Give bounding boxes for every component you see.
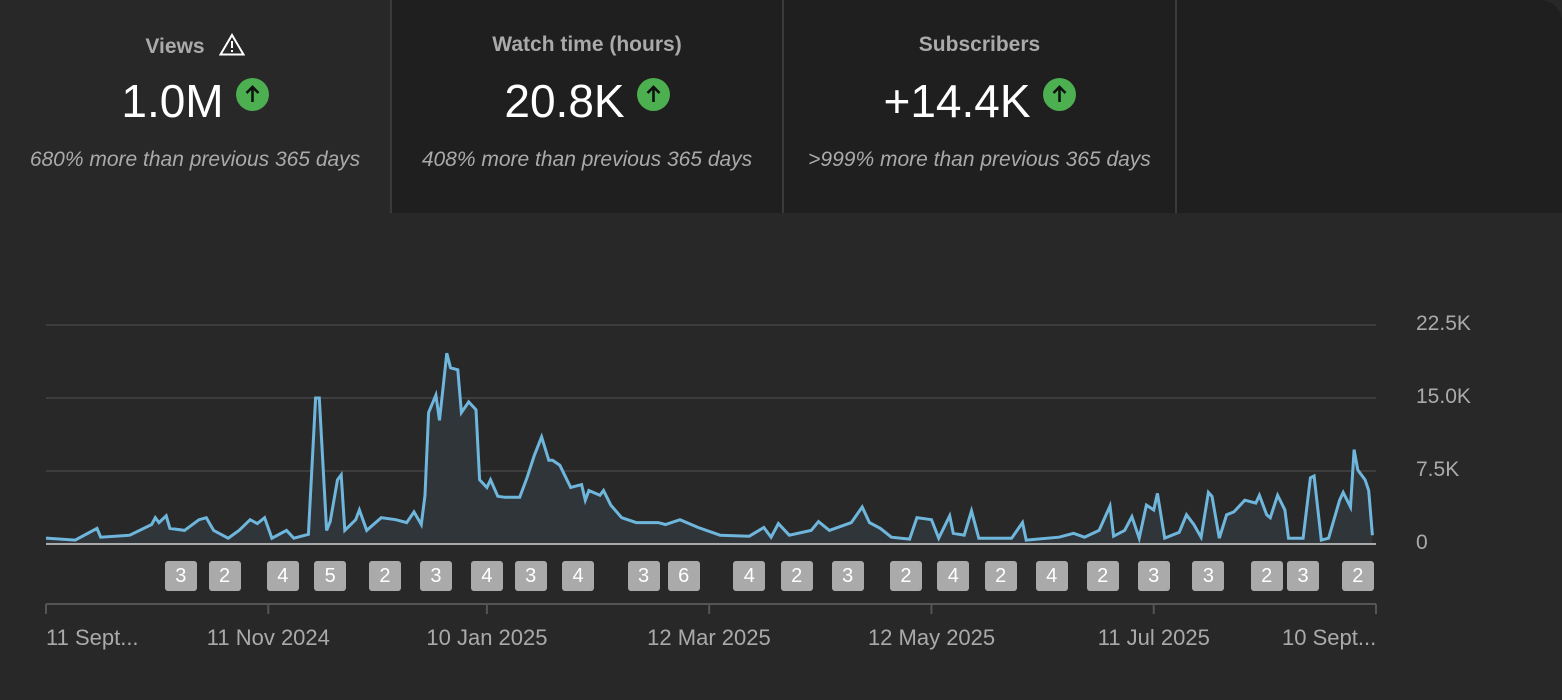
- metric-card-empty: [1177, 0, 1562, 213]
- video-published-badge[interactable]: 3: [1192, 561, 1225, 591]
- metric-value: +14.4K: [784, 74, 1175, 128]
- metric-value: 20.8K: [392, 74, 782, 128]
- metric-value-text: 1.0M: [121, 75, 224, 127]
- video-published-badge[interactable]: 6: [667, 561, 700, 591]
- metric-comparison: 408% more than previous 365 days: [421, 148, 753, 171]
- metric-card-watch-time[interactable]: Watch time (hours) 20.8K 408% more than …: [392, 0, 782, 213]
- arrow-up-circle-icon: [1042, 78, 1076, 111]
- metric-card-subscribers[interactable]: Subscribers +14.4K >999% more than previ…: [784, 0, 1175, 213]
- video-published-badge[interactable]: 2: [1086, 561, 1119, 591]
- divider: [1175, 0, 1177, 213]
- divider: [782, 0, 784, 213]
- metric-comparison: >999% more than previous 365 days: [808, 148, 1151, 171]
- video-published-badge[interactable]: 2: [780, 561, 813, 591]
- video-published-badge[interactable]: 3: [1137, 561, 1170, 591]
- video-published-badge[interactable]: 3: [419, 561, 452, 591]
- series-area: [46, 353, 1373, 544]
- metric-title: Views: [0, 33, 390, 62]
- video-published-badge[interactable]: 2: [368, 561, 401, 591]
- metric-title: Subscribers: [918, 33, 1041, 56]
- warning-triangle-icon[interactable]: [218, 33, 245, 62]
- series-line-views: [45, 352, 1374, 544]
- video-published-badge[interactable]: 4: [470, 561, 503, 591]
- video-published-badge[interactable]: 2: [1341, 561, 1374, 591]
- y-tick-label: 15.0K: [1416, 385, 1471, 408]
- video-published-badge[interactable]: 2: [889, 561, 922, 591]
- video-published-badge[interactable]: 4: [1035, 561, 1068, 591]
- divider: [390, 0, 392, 213]
- video-published-badge[interactable]: 3: [514, 561, 547, 591]
- x-tick-label: 12 May 2025: [867, 625, 996, 650]
- y-tick-label: 7.5K: [1416, 458, 1460, 481]
- video-published-badge[interactable]: 4: [562, 561, 594, 591]
- y-tick-label: 0: [1416, 531, 1428, 554]
- video-published-badge[interactable]: 2: [1250, 561, 1283, 591]
- video-published-badge[interactable]: 3: [627, 561, 660, 591]
- x-tick-label: 11 Sept...: [46, 625, 139, 650]
- video-published-badge[interactable]: 3: [164, 561, 197, 591]
- video-published-badge[interactable]: 4: [937, 561, 970, 591]
- video-published-badge[interactable]: 5: [314, 561, 347, 591]
- video-published-badge[interactable]: 2: [208, 561, 241, 591]
- metric-cards: Views 1.0M 680% more than previous 365 d…: [0, 0, 1562, 213]
- x-tick-label: 10 Sept...: [1282, 625, 1377, 650]
- video-published-badge[interactable]: 2: [984, 561, 1017, 591]
- video-published-badge[interactable]: 3: [1287, 561, 1320, 591]
- y-tick-label: 22.5K: [1416, 312, 1471, 335]
- metric-value-text: 20.8K: [504, 75, 625, 127]
- x-tick-label: 11 Jul 2025: [1097, 625, 1210, 650]
- metric-title: Watch time (hours): [492, 33, 682, 56]
- metric-value: 1.0M: [0, 74, 390, 128]
- metric-title-text: Views: [145, 35, 205, 58]
- metric-value-text: +14.4K: [883, 75, 1031, 127]
- video-published-badge[interactable]: 3: [831, 561, 864, 591]
- x-tick-label: 11 Nov 2024: [206, 625, 330, 650]
- video-published-badge[interactable]: 4: [733, 561, 766, 591]
- arrow-up-circle-icon: [636, 78, 670, 111]
- metric-card-views[interactable]: Views 1.0M 680% more than previous 365 d…: [0, 0, 390, 213]
- x-tick-label: 10 Jan 2025: [426, 625, 548, 650]
- x-tick-label: 12 Mar 2025: [647, 625, 771, 650]
- metric-comparison: 680% more than previous 365 days: [29, 148, 361, 171]
- arrow-up-circle-icon: [235, 78, 269, 111]
- video-published-badge[interactable]: 4: [266, 561, 299, 591]
